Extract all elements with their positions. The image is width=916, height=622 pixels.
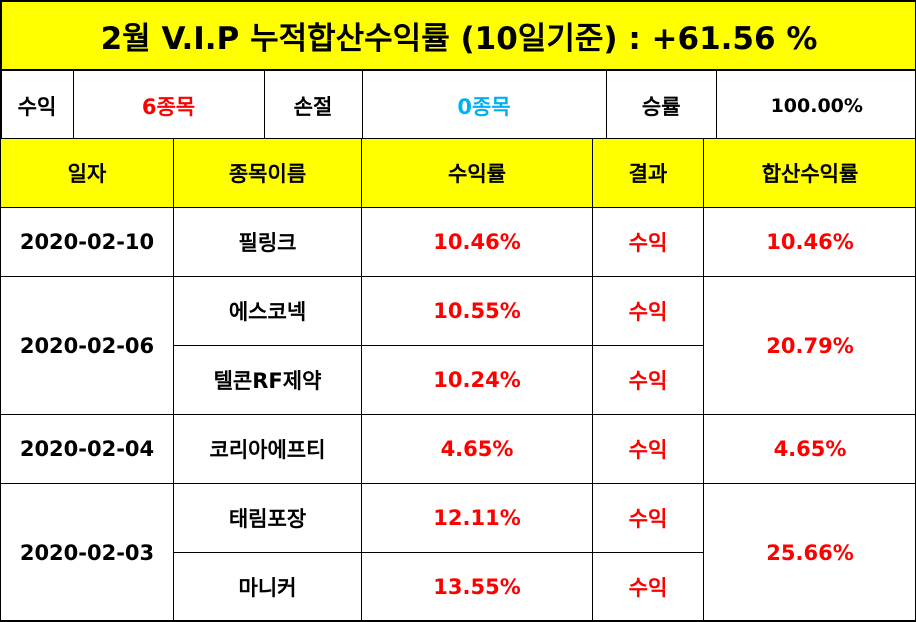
column-header-total: 합산수익률	[704, 139, 916, 208]
table-row: 2020-02-04 코리아에프티 4.65% 수익 4.65%	[1, 415, 916, 484]
row-return: 10.46%	[362, 208, 593, 277]
summary-profit-label: 수익	[1, 70, 73, 141]
column-header-name: 종목이름	[174, 139, 362, 208]
row-stock-name: 에스코넥	[174, 277, 362, 346]
row-stock-name: 태림포장	[174, 484, 362, 553]
row-total-return: 10.46%	[704, 208, 916, 277]
row-return: 10.24%	[362, 346, 593, 415]
row-total-return: 4.65%	[704, 415, 916, 484]
row-return: 13.55%	[362, 553, 593, 622]
summary-profit-count: 6종목	[73, 70, 264, 141]
summary-loss-label: 손절	[264, 70, 362, 141]
row-date: 2020-02-04	[1, 415, 174, 484]
summary-loss-count: 0종목	[362, 70, 606, 141]
row-result: 수익	[593, 553, 704, 622]
column-header-result: 결과	[593, 139, 704, 208]
table-row: 2020-02-10 필링크 10.46% 수익 10.46%	[1, 208, 916, 277]
row-result: 수익	[593, 346, 704, 415]
table-header: 일자 종목이름 수익률 결과 합산수익률	[1, 139, 916, 208]
summary-winrate-value: 100.00%	[717, 71, 916, 140]
column-header-date: 일자	[1, 139, 174, 208]
row-result: 수익	[593, 277, 704, 346]
row-date: 2020-02-03	[1, 484, 174, 622]
summary-winrate-label: 승률	[607, 71, 717, 140]
row-total-return: 25.66%	[704, 484, 916, 622]
row-stock-name: 코리아에프티	[174, 415, 362, 484]
row-result: 수익	[593, 415, 704, 484]
page-title: 2월 V.I.P 누적합산수익률 (10일기준) : +61.56 %	[1, 1, 916, 70]
row-stock-name: 텔콘RF제약	[174, 346, 362, 415]
row-return: 12.11%	[362, 484, 593, 553]
trades-table: 일자 종목이름 수익률 결과 합산수익률 2020-02-10 필링크 10.4…	[0, 138, 916, 622]
row-stock-name: 필링크	[174, 208, 362, 277]
row-result: 수익	[593, 208, 704, 277]
row-total-return: 20.79%	[704, 277, 916, 415]
table-row: 2020-02-03 태림포장 12.11% 수익 25.66%	[1, 484, 916, 553]
row-date: 2020-02-06	[1, 277, 174, 415]
row-date: 2020-02-10	[1, 208, 174, 277]
row-return: 4.65%	[362, 415, 593, 484]
summary-row: 수익 6종목 손절 0종목 승률 100.00%	[1, 70, 916, 141]
row-stock-name: 마니커	[174, 553, 362, 622]
column-header-return: 수익률	[362, 139, 593, 208]
row-result: 수익	[593, 484, 704, 553]
table-row: 2020-02-06 에스코넥 10.55% 수익 20.79%	[1, 277, 916, 346]
winrate-split: 승률 100.00%	[607, 71, 916, 140]
row-return: 10.55%	[362, 277, 593, 346]
returns-table: 2월 V.I.P 누적합산수익률 (10일기준) : +61.56 % 수익 6…	[0, 0, 916, 141]
summary-winrate-cell: 승률 100.00%	[606, 70, 916, 141]
